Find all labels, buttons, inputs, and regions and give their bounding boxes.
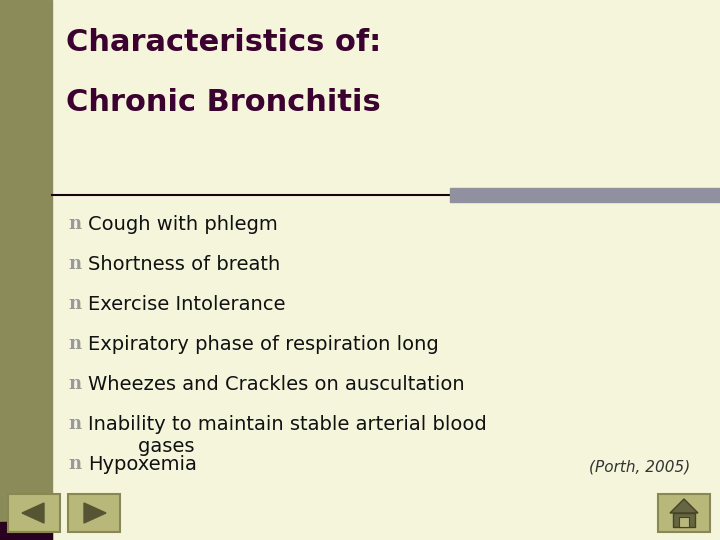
Text: Hypoxemia: Hypoxemia (88, 455, 197, 474)
Text: n: n (68, 215, 81, 233)
Polygon shape (670, 499, 698, 513)
Bar (68, 494, 120, 532)
Text: n: n (68, 415, 81, 433)
Text: Exercise Intolerance: Exercise Intolerance (88, 295, 286, 314)
Bar (8, 494, 60, 532)
Text: n: n (68, 255, 81, 273)
Text: Shortness of breath: Shortness of breath (88, 255, 280, 274)
Text: Cough with phlegm: Cough with phlegm (88, 215, 278, 234)
Text: n: n (68, 335, 81, 353)
Bar (679, 517, 689, 527)
Bar (450, 188, 720, 202)
Text: Characteristics of:: Characteristics of: (66, 28, 382, 57)
Text: n: n (68, 375, 81, 393)
Bar (0, 0, 52, 540)
Text: n: n (68, 295, 81, 313)
Bar (673, 513, 695, 527)
Text: Wheezes and Crackles on auscultation: Wheezes and Crackles on auscultation (88, 375, 464, 394)
Polygon shape (84, 503, 106, 523)
Bar (0, 522, 52, 540)
Text: n: n (68, 455, 81, 473)
Text: (Porth, 2005): (Porth, 2005) (589, 460, 690, 475)
Bar (658, 494, 710, 532)
Text: Inability to maintain stable arterial blood
        gases: Inability to maintain stable arterial bl… (88, 415, 487, 456)
Text: Chronic Bronchitis: Chronic Bronchitis (66, 88, 381, 117)
Text: Expiratory phase of respiration long: Expiratory phase of respiration long (88, 335, 438, 354)
Polygon shape (22, 503, 44, 523)
